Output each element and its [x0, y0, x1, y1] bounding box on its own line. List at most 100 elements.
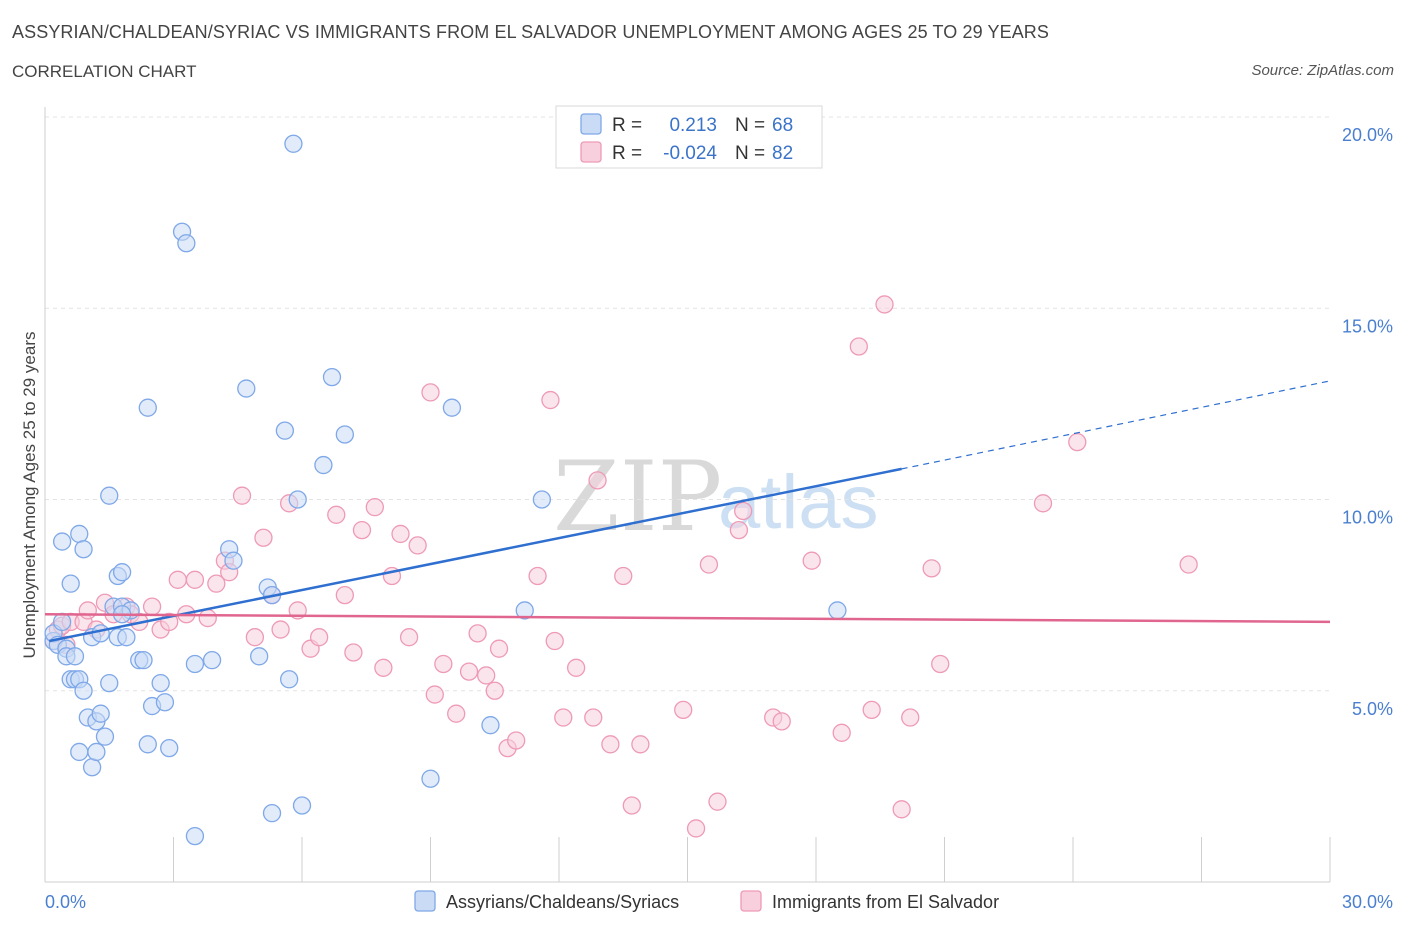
el-salvador-point [674, 700, 693, 720]
el-salvador-point [554, 708, 573, 727]
x-tick-label: 30.0% [1342, 892, 1393, 912]
assyrian-point [134, 651, 153, 670]
el-salvador-point [459, 662, 479, 681]
el-salvador-point [485, 681, 504, 700]
y-tick-label: 20.0% [1342, 125, 1393, 145]
el-salvador-point [477, 666, 496, 685]
assyrian-point [82, 758, 102, 777]
assyrian-point [279, 670, 299, 689]
assyrian-point [100, 673, 119, 693]
x-tick-label: 0.0% [45, 892, 86, 912]
el-salvador-point [802, 551, 821, 570]
bottom-legend-label-el-salvador: Immigrants from El Salvador [772, 892, 999, 912]
chart-subtitle: CORRELATION CHART [12, 62, 197, 81]
series-legend: Assyrians/Chaldeans/Syriacs Immigrants f… [414, 890, 999, 912]
el-salvador-point [588, 471, 607, 490]
assyrian-point [292, 796, 312, 815]
el-salvador-point [862, 700, 881, 720]
assyrian-point [52, 532, 72, 551]
assyrian-point [160, 738, 179, 758]
watermark: ZIP atlas [553, 441, 879, 553]
assyrian-point [314, 455, 333, 475]
el-salvador-point [614, 566, 633, 586]
legend-n-label-el-salvador: N = [735, 143, 765, 164]
assyrian-point [70, 742, 89, 762]
assyrian-point [335, 425, 354, 444]
source-label: Source: ZipAtlas.com [1251, 62, 1394, 79]
bottom-legend-swatch-el-salvador [740, 890, 762, 912]
el-salvador-point [309, 628, 329, 647]
el-salvador-point [892, 800, 911, 819]
legend-r-value-assyrian: 0.213 [669, 115, 717, 136]
assyrian-point [138, 735, 157, 754]
assyrian-point [151, 673, 170, 693]
correlation-legend: R = 0.213 N = 68 R = -0.024 N = 82 [555, 105, 823, 169]
assyrian-point [202, 651, 222, 670]
el-salvador-point [78, 601, 97, 620]
el-salvador-point [447, 704, 466, 723]
assyrian-point [91, 624, 110, 643]
assyrian-point [421, 769, 440, 788]
el-salvador-point [399, 628, 419, 647]
assyrian-point [155, 693, 175, 712]
el-salvador-point [142, 597, 162, 616]
el-salvador-point [922, 559, 941, 578]
el-salvador-point [344, 643, 363, 662]
el-salvador-point [198, 608, 217, 628]
el-salvador-point [622, 796, 641, 815]
el-salvador-point [271, 620, 290, 639]
el-salvador-point [507, 731, 526, 750]
el-salvador-point [232, 486, 252, 505]
assyrian-point [284, 134, 303, 153]
assyrian-point [275, 421, 295, 440]
assyrian-point [65, 647, 85, 666]
assyrian-point [95, 727, 115, 746]
legend-n-label-assyrian: N = [735, 115, 765, 136]
assyrian-point [112, 563, 132, 582]
assyrian-point [828, 601, 847, 620]
assyrian-point [74, 540, 93, 559]
el-salvador-point [631, 735, 650, 754]
axes [44, 107, 1331, 883]
y-tick-label: 5.0% [1352, 699, 1393, 719]
assyrian-point [237, 379, 256, 398]
assyrian-point [481, 716, 500, 735]
el-salvador-point [875, 295, 894, 314]
assyrian-point [515, 601, 534, 620]
el-salvador-point [1179, 555, 1198, 574]
assyrian-point [100, 486, 119, 505]
el-salvador-point [584, 708, 603, 727]
assyrian-point [91, 704, 110, 723]
el-salvador-point [729, 520, 749, 540]
assyrian-point [117, 628, 136, 647]
el-salvador-point [352, 520, 372, 540]
assyrian-point [74, 681, 93, 700]
watermark-zip: ZIP [553, 441, 722, 553]
legend-n-value-assyrian: 68 [772, 115, 793, 136]
assyrian-point [442, 398, 462, 417]
assyrian-point [532, 490, 552, 509]
el-salvador-point [434, 654, 453, 674]
el-salvador-point [168, 570, 187, 589]
el-salvador-point [1068, 432, 1087, 452]
el-salvador-point [566, 658, 586, 677]
y-tick-label: 15.0% [1342, 316, 1393, 336]
assyrian-point [87, 742, 106, 762]
el-salvador-point [708, 792, 727, 811]
y-tick-labels: 5.0% 10.0% 15.0% 20.0% [1342, 125, 1393, 719]
legend-swatch-assyrian [580, 113, 602, 135]
assyrian-point [138, 398, 157, 417]
bottom-legend-swatch-assyrian [414, 890, 436, 912]
el-salvador-point [425, 685, 444, 704]
assyrian-point [52, 612, 72, 632]
x-tick-labels: 0.0% 30.0% [45, 892, 1393, 912]
el-salvador-point [686, 819, 706, 838]
el-salvador-point [365, 497, 384, 517]
assyrian-point [224, 551, 243, 570]
el-salvador-point [832, 723, 851, 742]
legend-r-value-el-salvador: -0.024 [663, 143, 717, 164]
assyrian-point [185, 654, 205, 674]
el-salvador-point [254, 528, 273, 547]
el-salvador-point [1033, 494, 1053, 513]
